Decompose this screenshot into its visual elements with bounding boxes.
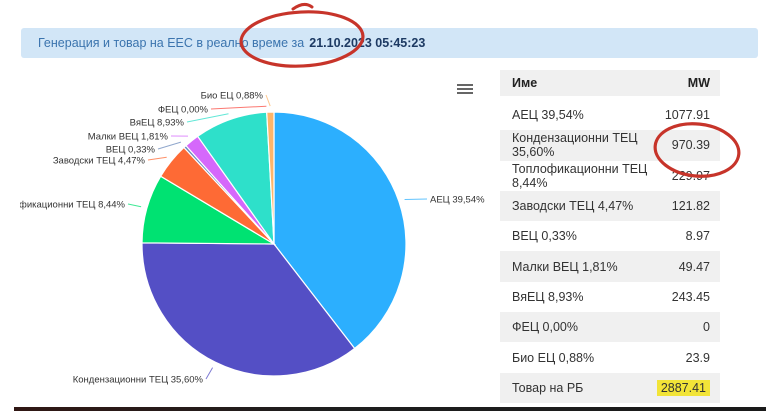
table-row: ФЕЦ 0,00% 0 bbox=[500, 312, 720, 343]
header-title: Генерация и товар на ЕЕС в реално време … bbox=[38, 36, 305, 50]
pie-label-connector bbox=[157, 141, 182, 150]
pie-label-connector bbox=[127, 203, 142, 208]
table-row: Малки ВЕЦ 1,81% 49.47 bbox=[500, 251, 720, 282]
hamburger-icon bbox=[457, 84, 473, 86]
pie-slice-0[interactable] bbox=[273, 111, 407, 350]
row-name: Топлофикационни ТЕЦ 8,44% bbox=[512, 161, 648, 190]
row-value: 243.45 bbox=[671, 289, 710, 304]
table-row: Кондензационни ТЕЦ 35,60% 970.39 bbox=[500, 130, 720, 161]
pie-label-connector bbox=[147, 156, 167, 161]
table-row: ВяЕЦ 8,93% 243.45 bbox=[500, 282, 720, 312]
pie-label: Кондензационни ТЕЦ 35,60% bbox=[73, 375, 204, 386]
pie-label-connector bbox=[186, 113, 229, 123]
chart-context-menu-button[interactable] bbox=[455, 79, 479, 99]
pie-label: АЕЦ 39,54% bbox=[430, 195, 485, 206]
row-value: 121.82 bbox=[671, 199, 710, 214]
pie-label: Малки ВЕЦ 1,81% bbox=[88, 132, 169, 143]
header-timestamp: 21.10.2023 05:45:23 bbox=[309, 36, 426, 50]
table-row: ВЕЦ 0,33% 8.97 bbox=[500, 221, 720, 251]
row-name: ВяЕЦ 8,93% bbox=[512, 289, 584, 304]
pie-label: Био ЕЦ 0,88% bbox=[201, 91, 264, 102]
pie-label-connector bbox=[210, 105, 267, 110]
pie-chart: АЕЦ 39,54% Кондензационни ТЕЦ 35,60% Топло… bbox=[20, 65, 490, 410]
row-value: 0 bbox=[703, 320, 710, 335]
pie-label: ВяЕЦ 8,93% bbox=[130, 118, 185, 129]
generation-table: Име MW АЕЦ 39,54% 1077.91 Кондензационни Т… bbox=[500, 70, 720, 403]
table-body: АЕЦ 39,54% 1077.91 Кондензационни ТЕЦ 35,6… bbox=[500, 100, 720, 403]
row-name: Малки ВЕЦ 1,81% bbox=[512, 259, 618, 274]
column-header-name: Име bbox=[512, 76, 538, 90]
pie-label-connector bbox=[404, 198, 428, 200]
table-row: Топлофикационни ТЕЦ 8,44% 229.97 bbox=[500, 161, 720, 191]
row-name: ВЕЦ 0,33% bbox=[512, 229, 577, 244]
table-row: Товар на РБ 2887.41 bbox=[500, 372, 720, 403]
row-name: Заводски ТЕЦ 4,47% bbox=[512, 199, 634, 214]
row-value: 23.9 bbox=[685, 350, 710, 365]
row-name: Кондензационни ТЕЦ 35,60% bbox=[512, 131, 638, 160]
table-row: Био ЕЦ 0,88% 23.9 bbox=[500, 342, 720, 372]
pie-chart-canvas: АЕЦ 39,54% Кондензационни ТЕЦ 35,60% Топло… bbox=[20, 91, 485, 386]
pie-slice-8[interactable] bbox=[266, 111, 275, 245]
row-name: Товар на РБ bbox=[512, 380, 584, 395]
row-name: ФЕЦ 0,00% bbox=[512, 320, 579, 335]
row-value: 49.47 bbox=[678, 259, 710, 274]
pie-label-connector bbox=[265, 94, 271, 107]
pie-label: ВЕЦ 0,33% bbox=[106, 145, 156, 156]
column-header-mw: MW bbox=[687, 76, 710, 90]
row-value: 229.97 bbox=[671, 168, 710, 183]
table-row: АЕЦ 39,54% 1077.91 bbox=[500, 100, 720, 130]
row-name: Био ЕЦ 0,88% bbox=[512, 350, 595, 365]
row-value: 970.39 bbox=[671, 138, 710, 153]
row-value-highlighted: 2887.41 bbox=[656, 379, 710, 396]
table-row: Заводски ТЕЦ 4,47% 121.82 bbox=[500, 190, 720, 222]
table-header: Име MW bbox=[500, 70, 720, 96]
pie-label-connector bbox=[205, 367, 214, 380]
pie-label: ФЕЦ 0,00% bbox=[158, 105, 209, 116]
row-value: 8.97 bbox=[685, 229, 710, 244]
pie-label: Заводски ТЕЦ 4,47% bbox=[53, 156, 146, 167]
bottom-edge-line bbox=[14, 407, 766, 411]
header-bar: Генерация и товар на ЕЕС в реално време … bbox=[21, 28, 758, 58]
row-value: 1077.91 bbox=[664, 108, 710, 123]
row-name: АЕЦ 39,54% bbox=[512, 108, 584, 123]
pie-label: Топлофикационни ТЕЦ 8,44% bbox=[20, 200, 126, 211]
pie-slice-1[interactable] bbox=[141, 242, 356, 377]
